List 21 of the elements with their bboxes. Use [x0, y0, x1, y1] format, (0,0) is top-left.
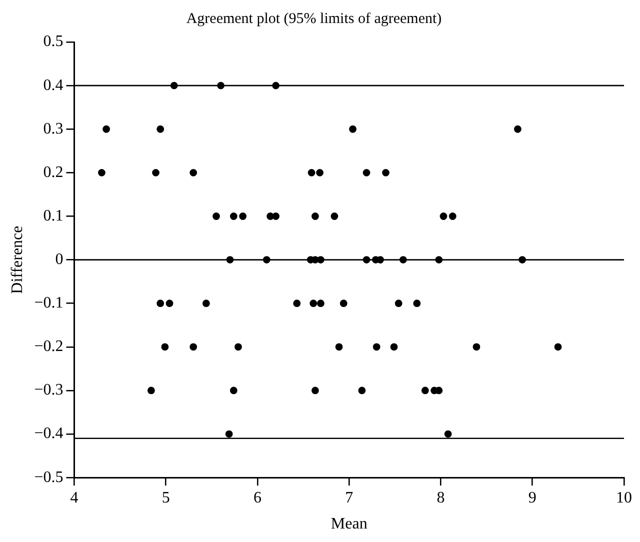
x-tick-label: 10 — [616, 489, 632, 506]
y-tick-label: −0.5 — [34, 468, 64, 486]
x-tick-label: 4 — [70, 489, 78, 506]
y-tick-label: −0.1 — [34, 294, 64, 312]
y-tick-label: −0.2 — [34, 338, 64, 356]
x-tick-label: 6 — [253, 489, 262, 506]
y-tick-label: 0.2 — [43, 164, 64, 181]
y-axis-title: Difference — [8, 226, 26, 294]
x-axis-title: Mean — [330, 516, 368, 533]
x-tick-label: 7 — [345, 489, 354, 506]
x-tick-label: 8 — [436, 489, 445, 506]
y-tick-label: 0.1 — [43, 207, 64, 224]
y-tick-label: 0.4 — [43, 76, 64, 94]
x-tick-label: 9 — [528, 489, 536, 506]
chart-title: Agreement plot (95% limits of agreement) — [186, 10, 442, 27]
y-tick-label: 0.3 — [43, 120, 64, 138]
y-tick-label: 0 — [55, 251, 64, 268]
x-tick-label: 5 — [162, 489, 170, 506]
y-tick-label: −0.4 — [34, 425, 64, 442]
y-tick-label: −0.3 — [34, 382, 64, 399]
y-tick-label: 0.5 — [43, 33, 64, 50]
